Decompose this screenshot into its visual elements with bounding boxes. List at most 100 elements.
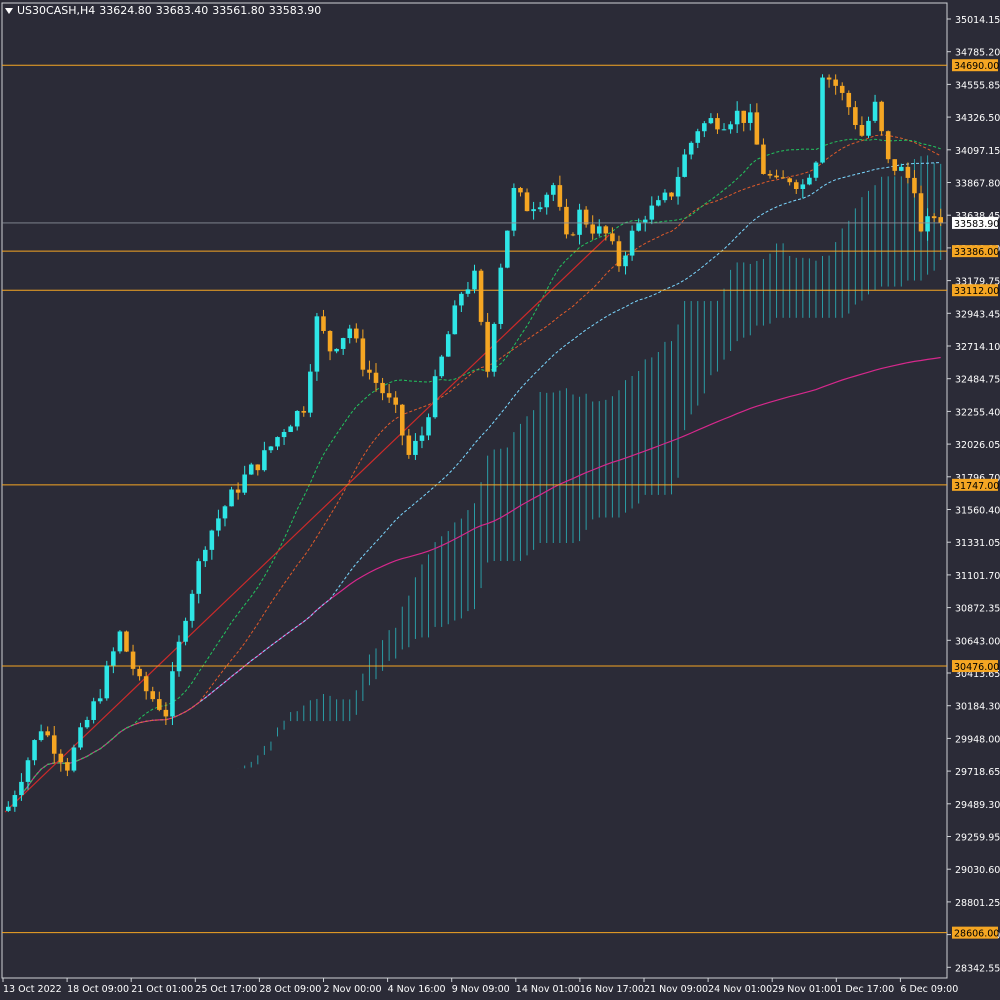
y-tick-label: 32026.05 bbox=[955, 440, 1000, 451]
candle-body bbox=[209, 530, 215, 550]
candle-body bbox=[413, 440, 418, 455]
candle-body bbox=[459, 293, 464, 306]
candle-body bbox=[334, 348, 339, 352]
candle-body bbox=[84, 719, 90, 728]
x-tick-label: 4 Nov 16:00 bbox=[388, 984, 446, 995]
high-value: 33683.40 bbox=[155, 4, 209, 17]
candle-body bbox=[708, 118, 714, 124]
candle-body bbox=[570, 234, 576, 236]
candle-body bbox=[386, 393, 392, 398]
y-tick-label: 29948.00 bbox=[955, 734, 1000, 745]
candle-body bbox=[308, 371, 313, 413]
candle-body bbox=[583, 209, 589, 225]
candle-body bbox=[143, 676, 149, 692]
x-tick-label: 21 Nov 09:00 bbox=[644, 984, 708, 995]
candle-body bbox=[58, 753, 64, 763]
current-price-tag bbox=[952, 216, 998, 229]
y-tick-label: 32255.40 bbox=[955, 407, 1000, 418]
candle-body bbox=[872, 101, 878, 121]
candle-body bbox=[505, 230, 510, 268]
candle-body bbox=[596, 226, 602, 234]
y-tick-label: 30872.35 bbox=[955, 604, 1000, 615]
candle-body bbox=[702, 123, 707, 132]
candle-body bbox=[826, 77, 832, 80]
candle-body bbox=[65, 762, 70, 771]
candle-body bbox=[465, 289, 471, 294]
level-price-tag bbox=[952, 660, 998, 673]
candle-body bbox=[728, 124, 733, 130]
candle-body bbox=[662, 192, 668, 201]
candle-body bbox=[439, 356, 444, 377]
level-price-tag bbox=[952, 284, 998, 297]
candle-body bbox=[380, 382, 385, 394]
candle-body bbox=[780, 177, 786, 179]
candle-body bbox=[91, 701, 96, 720]
x-tick-label: 13 Oct 2022 bbox=[3, 984, 62, 995]
candle-body bbox=[255, 464, 261, 471]
candle-body bbox=[347, 328, 353, 339]
candle-body bbox=[741, 110, 747, 123]
y-tick-label: 33867.80 bbox=[955, 179, 1000, 190]
candle-body bbox=[491, 323, 497, 372]
candle-body bbox=[301, 410, 307, 413]
y-tick-label: 30184.30 bbox=[955, 702, 1000, 713]
y-tick-label: 28342.55 bbox=[955, 963, 1000, 974]
symbol-label: US30CASH,H4 bbox=[17, 4, 96, 17]
x-tick-label: 25 Oct 17:00 bbox=[195, 984, 257, 995]
y-tick-label: 32943.45 bbox=[955, 309, 1000, 320]
candle-body bbox=[800, 184, 806, 189]
trendline bbox=[4, 234, 610, 813]
candle-body bbox=[636, 222, 641, 231]
y-tick-label: 33638.45 bbox=[955, 211, 1000, 222]
candle-body bbox=[426, 417, 431, 436]
candle-body bbox=[839, 85, 845, 93]
candle-body bbox=[25, 760, 31, 782]
candle-body bbox=[242, 474, 247, 493]
candle-body bbox=[715, 118, 720, 130]
sma-200-line bbox=[20, 356, 941, 795]
candle-body bbox=[373, 372, 379, 383]
candle-body bbox=[399, 404, 405, 436]
candle-body bbox=[866, 120, 871, 136]
candle-body bbox=[813, 162, 819, 178]
candle-body bbox=[452, 305, 458, 335]
candle-body bbox=[885, 131, 891, 160]
candle-body bbox=[104, 665, 110, 699]
candle-body bbox=[669, 192, 674, 197]
candle-body bbox=[183, 620, 188, 642]
y-tick-label: 34555.85 bbox=[955, 80, 1000, 91]
candle-body bbox=[623, 255, 628, 267]
candle-body bbox=[767, 173, 773, 176]
x-tick-label: 28 Oct 09:00 bbox=[259, 984, 321, 995]
y-tick-label: 30413.65 bbox=[955, 669, 1000, 680]
candle-body bbox=[367, 369, 372, 373]
ichimoku-cloud bbox=[237, 155, 942, 769]
candle-body bbox=[853, 107, 858, 126]
level-price-label: 31747.00 bbox=[954, 481, 999, 492]
candle-body bbox=[912, 177, 917, 194]
candle-body bbox=[222, 506, 228, 519]
candle-body bbox=[157, 699, 162, 710]
candle-body bbox=[485, 321, 490, 372]
candle-body bbox=[649, 205, 655, 220]
candle-body bbox=[216, 518, 221, 531]
candle-body bbox=[45, 731, 50, 736]
candle-body bbox=[321, 316, 326, 331]
candle-body bbox=[124, 631, 129, 652]
candle-body bbox=[688, 142, 694, 155]
candle-body bbox=[551, 185, 556, 195]
dropdown-triangle-icon[interactable] bbox=[5, 8, 13, 14]
candle-body bbox=[590, 224, 595, 234]
x-axis: 13 Oct 2022 18 Oct 09:00 21 Oct 01:00 25 Oc… bbox=[2, 978, 958, 995]
candle-body bbox=[879, 101, 884, 132]
candle-body bbox=[675, 176, 681, 197]
candle-body bbox=[196, 561, 201, 594]
candle-body bbox=[807, 177, 812, 185]
candle-body bbox=[314, 316, 320, 372]
candle-body bbox=[734, 110, 740, 125]
candle-body bbox=[899, 166, 904, 171]
candle-body bbox=[846, 92, 852, 108]
candle-body bbox=[748, 112, 753, 123]
